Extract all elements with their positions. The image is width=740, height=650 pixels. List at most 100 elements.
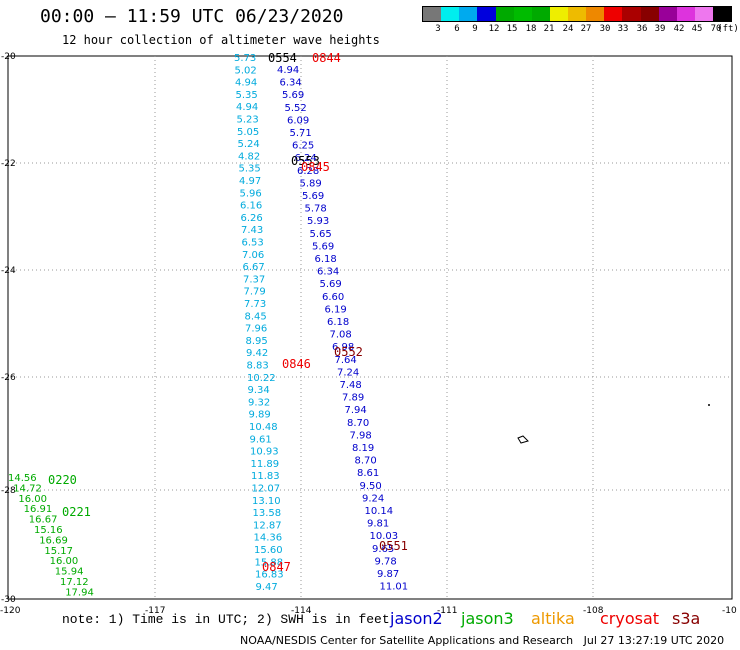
chart-title: 00:00 – 11:59 UTC 06/23/2020 [40,6,344,27]
map-frame [7,55,733,600]
swh-value: 6.26 [241,213,263,224]
swh-value: 6.18 [327,317,349,328]
legend-swatch [441,7,460,21]
swh-value: 15.16 [34,525,63,536]
swh-value: 12.07 [252,484,281,495]
lat-tick-label: -30 [1,595,16,605]
swh-value: 6.25 [292,141,314,152]
pass-label: 0844 [312,51,341,65]
swh-value: 6.18 [315,254,337,265]
legend-swatch [622,7,641,21]
footnote: note: 1) Time is in UTC; 2) SWH is in fe… [62,612,390,627]
swh-value: 16.69 [39,535,68,546]
swh-value: 5.89 [300,178,322,189]
legend-label: 42 [673,24,685,34]
legend-swatch [658,7,677,21]
satellite-jason3: jason3 [461,609,514,628]
lat-tick-label: -24 [1,266,16,276]
pass-label: 0554 [268,51,297,65]
pass-label: 0847 [262,560,291,574]
lon-tick-label: -114 [291,606,312,616]
legend-label: 12 [488,24,500,34]
swh-value: 7.96 [245,324,267,335]
legend-label: 3 [435,24,441,34]
swh-value: 6.67 [243,262,265,273]
swh-value: 10.93 [250,447,279,458]
swh-value: 9.81 [367,519,389,530]
swh-value: 9.50 [360,481,382,492]
pass-label: 0221 [62,505,91,519]
legend-label: 15 [506,24,518,34]
legend-label: 24 [562,24,574,34]
swh-value: 11.83 [251,471,280,482]
swh-value: 9.89 [249,410,271,421]
swh-value: 16.00 [18,494,47,505]
pass-label: 0846 [282,357,311,371]
swh-value: 5.69 [282,90,304,101]
legend-labels: 3 6 9 12 15 18 21 24 27 30 33 36 39 42 45 70 (ft) [422,22,739,34]
swh-value: 14.72 [13,483,42,494]
legend-swatch [423,7,442,21]
swh-value: 9.32 [248,397,270,408]
swh-value: 9.61 [250,434,272,445]
swh-value: 15.60 [254,545,283,556]
lon-tick-label: -10 [722,606,737,616]
legend-swatch [459,7,478,21]
axis-ticks: -20 -22 -24 -26 -28 -30-120 -117 -114 -111 -108 -1… [0,52,737,616]
swh-value: 5.65 [310,229,332,240]
swh-value: 13.58 [253,508,282,519]
legend-label: 33 [617,24,629,34]
legend-color-bar [422,6,732,22]
lat-tick-label: -28 [1,486,16,496]
swh-value: 9.42 [246,348,268,359]
swh-value: 8.61 [357,468,379,479]
swh-value: 7.64 [335,355,357,366]
swh-value: 7.98 [350,430,372,441]
island-dot [708,404,710,406]
swh-value: 5.24 [238,139,260,150]
swh-value: 5.73 [234,53,256,64]
lon-tick-label: -108 [583,606,604,616]
swh-value: 6.09 [287,115,309,126]
swh-value: 7.89 [342,393,364,404]
legend-swatch [713,7,732,21]
satellite-altika: altika [531,609,575,628]
swh-value: 16.67 [29,515,58,526]
swh-value: 8.70 [355,456,377,467]
swh-value: 7.06 [242,250,264,261]
swh-value: 6.34 [280,78,302,89]
legend-label: 36 [636,24,648,34]
swh-value: 7.43 [241,225,263,236]
swh-value: 5.93 [307,216,329,227]
legend-swatch [477,7,496,21]
credit-line: NOAA/NESDIS Center for Satellite Applica… [240,634,725,647]
swh-value: 9.34 [248,385,270,396]
lon-tick-label: -117 [145,606,165,616]
legend-label: 45 [691,24,703,34]
swh-value: 4.97 [239,176,261,187]
pass-label: 0551 [379,539,408,553]
wave-height-legend: 3 6 9 12 15 18 21 24 27 30 33 36 39 42 45 70 (ft) [422,6,739,34]
altimeter-tracks: 5.735.024.945.354.945.235.055.244.825.35… [8,53,408,598]
swh-value: 6.53 [242,238,264,249]
legend-label: 6 [454,24,460,34]
swh-value: 14.56 [8,473,37,484]
swh-value: 9.65 [372,544,394,555]
pass-label: 0552 [334,345,363,359]
swh-value: 7.94 [345,405,367,416]
swh-value: 4.94 [277,65,299,76]
swh-value: 9.24 [362,493,384,504]
legend-swatch [495,7,514,21]
map-grid [7,55,733,600]
swh-value: 5.71 [290,128,312,139]
legend-label: 39 [654,24,666,34]
swh-value: 8.95 [246,336,268,347]
legend-swatch [568,7,587,21]
swh-value: 8.19 [352,443,374,454]
legend-label: (ft) [717,24,739,34]
lat-tick-label: -20 [1,52,16,62]
swh-value: 10.22 [247,373,276,384]
satellite-jason2: jason2 [390,609,443,628]
lat-tick-label: -26 [1,373,16,383]
swh-value: 15.94 [55,567,84,578]
